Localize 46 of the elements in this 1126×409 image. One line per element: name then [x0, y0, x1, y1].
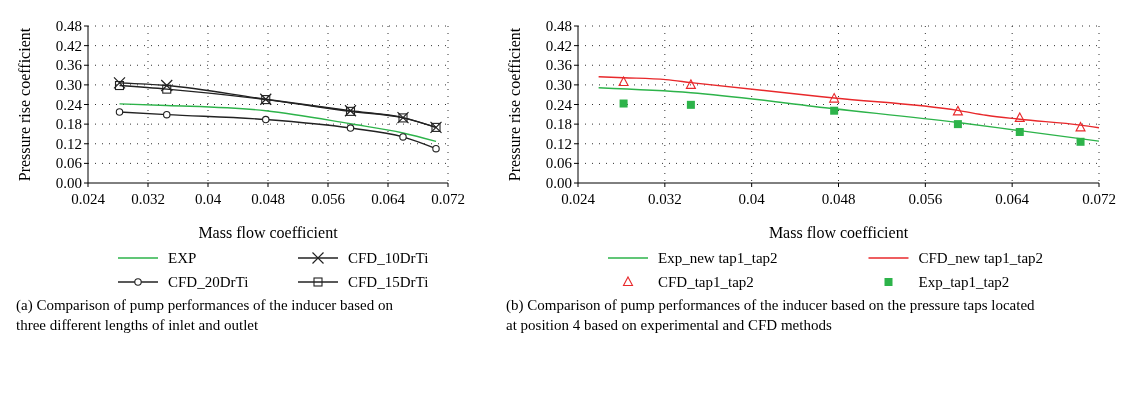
x-tick-label: 0.056 — [908, 191, 943, 207]
y-tick-label: 0.24 — [545, 96, 573, 113]
text: (a) Comparison of pump performances of the inducer based on three different lengths of inlet and outlet — [16, 297, 394, 333]
y-axis-title: Pressure rise coefficient — [506, 27, 523, 182]
x-tick-label: 0.072 — [431, 191, 465, 207]
legend-label: CFD_15DrTi — [348, 274, 429, 290]
x-axis-title: Mass flow coefficient — [198, 224, 339, 241]
y-axis-title: Pressure rise coefficient — [16, 27, 33, 182]
x-tick-label: 0.04 — [194, 191, 222, 207]
y-tick-label: 0.12 — [55, 135, 82, 152]
y-tick-label: 0.00 — [55, 175, 82, 191]
x-axis-title: Mass flow coefficient — [768, 224, 909, 241]
x-tick-label: 0.064 — [995, 191, 1030, 207]
y-tick-label: 0.48 — [545, 18, 572, 34]
y-tick-label: 0.00 — [545, 175, 572, 191]
x-tick-label: 0.072 — [1082, 191, 1116, 207]
x-tick-label: 0.064 — [371, 191, 406, 207]
legend-label: CFD_tap1_tap2 — [658, 274, 754, 290]
y-tick-label: 0.42 — [545, 37, 572, 54]
legend-label: EXP — [168, 250, 197, 266]
y-tick-label: 0.06 — [55, 155, 83, 172]
y-tick-label: 0.36 — [55, 57, 83, 74]
x-tick-label: 0.024 — [71, 191, 106, 207]
text: (b) Comparison of pump performances of the inducer based on the pressure taps located at position 4 based on experimental and CFD methods — [506, 297, 1036, 333]
x-tick-label: 0.024 — [561, 191, 596, 207]
y-tick-label: 0.18 — [55, 116, 82, 133]
y-tick-label: 0.12 — [545, 135, 572, 152]
y-tick-label: 0.42 — [55, 37, 82, 54]
y-tick-label: 0.30 — [55, 76, 82, 93]
x-tick-label: 0.056 — [311, 191, 346, 207]
legend-label: Exp_new tap1_tap2 — [658, 250, 778, 266]
y-tick-label: 0.06 — [545, 155, 573, 172]
legend-label: CFD_20DrTi — [168, 274, 249, 290]
x-tick-label: 0.04 — [738, 191, 766, 207]
x-tick-label: 0.048 — [821, 191, 856, 207]
y-tick-label: 0.30 — [545, 76, 572, 93]
legend-label: CFD_10DrTi — [348, 250, 429, 266]
y-tick-label: 0.18 — [545, 116, 572, 133]
x-tick-label: 0.048 — [251, 191, 285, 207]
y-tick-label: 0.48 — [55, 18, 82, 34]
y-tick-label: 0.24 — [55, 96, 83, 113]
legend-label: Exp_tap1_tap2 — [918, 274, 1010, 290]
x-tick-label: 0.032 — [131, 191, 165, 207]
y-tick-label: 0.36 — [545, 57, 573, 74]
legend-label: CFD_new tap1_tap2 — [918, 250, 1044, 266]
x-tick-label: 0.032 — [647, 191, 682, 207]
